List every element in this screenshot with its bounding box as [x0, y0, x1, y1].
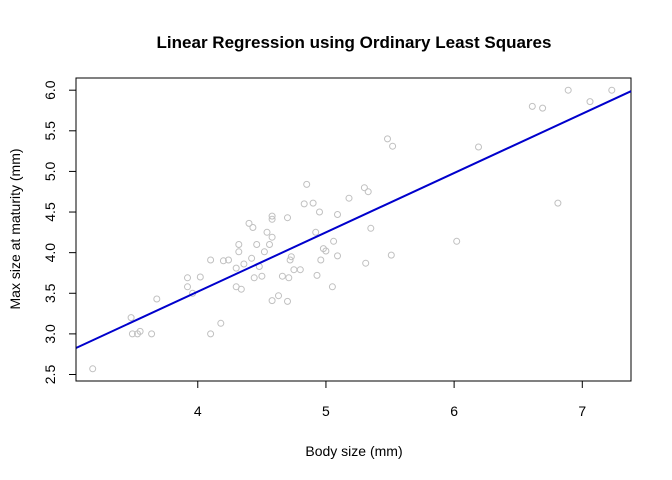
data-point [303, 180, 311, 188]
data-point [586, 98, 594, 106]
data-point [322, 247, 330, 255]
regression-line [75, 90, 632, 349]
data-point [608, 86, 616, 94]
data-point [207, 330, 215, 338]
data-point [334, 211, 341, 218]
data-point [127, 314, 135, 322]
data-point [364, 188, 372, 196]
data-point [217, 319, 225, 327]
data-point [232, 264, 240, 272]
data-point [275, 292, 282, 300]
data-point [268, 297, 276, 305]
chart-title: Linear Regression using Ordinary Least S… [157, 33, 552, 52]
data-point [225, 256, 232, 264]
y-tick-label: 6.0 [42, 80, 58, 100]
regression-line-layer [75, 90, 632, 349]
data-point [287, 253, 295, 261]
data-point [564, 86, 572, 94]
data-point [268, 212, 276, 220]
data-point [312, 228, 320, 236]
x-tick-label: 4 [194, 403, 202, 419]
data-point [263, 228, 271, 236]
data-point [539, 104, 547, 112]
data-point [249, 224, 257, 231]
data-point [184, 274, 191, 282]
plot-frame [75, 77, 632, 382]
data-point [328, 283, 336, 291]
data-point [286, 256, 294, 264]
data-point [237, 285, 245, 293]
x-tick-label: 7 [578, 403, 586, 419]
data-point [362, 259, 370, 267]
x-tick-label: 5 [322, 403, 330, 419]
data-point [313, 271, 321, 279]
data-point [367, 224, 375, 232]
y-tick-label: 2.5 [42, 365, 58, 385]
data-point [316, 208, 323, 216]
data-point [330, 237, 338, 245]
data-point [268, 215, 276, 223]
data-point [296, 266, 304, 274]
data-point [278, 272, 286, 280]
y-tick-label: 3.5 [42, 283, 58, 303]
data-point [219, 257, 227, 265]
data-point [250, 274, 258, 282]
data-point [253, 241, 261, 248]
data-point [453, 237, 461, 245]
data-point [528, 102, 536, 110]
x-tick-label: 6 [450, 403, 458, 419]
x-axis-label: Body size (mm) [305, 443, 402, 459]
data-point [240, 260, 248, 268]
y-tick-label: 4.5 [42, 202, 58, 222]
data-point [248, 254, 256, 262]
data-point [136, 327, 144, 335]
data-point [384, 135, 391, 143]
y-axis: 2.5 3.0 3.5 4.0 4.5 5.0 5.5 6.0 [42, 80, 77, 385]
data-point [317, 256, 325, 264]
data-point [207, 256, 215, 264]
data-point [300, 200, 308, 208]
data-point [389, 142, 397, 150]
data-point [475, 143, 482, 151]
data-point [284, 214, 291, 222]
data-point [245, 219, 253, 227]
data-point [89, 365, 97, 373]
data-point [128, 330, 136, 338]
data-point [360, 184, 368, 192]
data-point [266, 241, 273, 248]
data-point [153, 295, 161, 303]
data-point [387, 251, 395, 259]
data-point [268, 233, 276, 241]
x-axis: 4 5 6 7 [194, 380, 586, 419]
data-point [334, 252, 341, 260]
data-point [309, 199, 317, 207]
data-point [196, 273, 204, 281]
data-point [290, 266, 298, 274]
data-point [345, 194, 353, 202]
y-tick-label: 5.0 [42, 161, 58, 181]
data-point [148, 330, 156, 338]
data-point [258, 272, 266, 280]
y-tick-label: 5.5 [42, 121, 58, 141]
data-point [285, 274, 293, 282]
points-layer [89, 86, 616, 373]
y-axis-label: Max size at maturity (mm) [7, 148, 23, 309]
data-point [284, 297, 291, 305]
data-point [260, 248, 268, 256]
data-point [184, 283, 191, 291]
y-tick-label: 4.0 [42, 243, 58, 263]
data-point [554, 199, 562, 207]
data-point [235, 241, 243, 248]
y-tick-label: 3.0 [42, 324, 58, 344]
data-point [235, 248, 243, 256]
